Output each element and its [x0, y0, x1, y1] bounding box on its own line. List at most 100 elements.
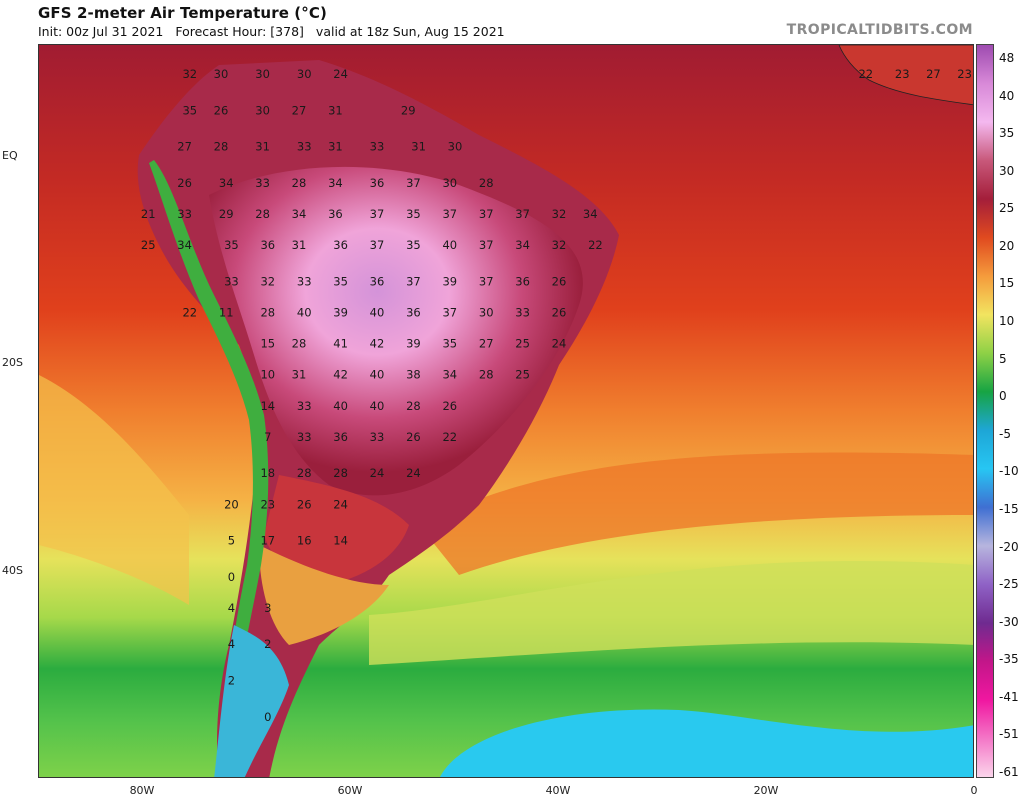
temp-value-label: 31	[411, 140, 426, 154]
colorbar-tick-label: 15	[999, 276, 1015, 291]
temp-value-label: 30	[255, 67, 270, 81]
temp-value-label: 26	[297, 497, 312, 511]
temp-value-label: 24	[552, 337, 567, 351]
temp-value-label: 4	[228, 637, 235, 651]
temp-value-label: 2	[228, 674, 235, 688]
forecast-hour: Forecast Hour: [378]	[175, 24, 304, 39]
lat-label: EQ	[2, 148, 18, 162]
temp-value-label: 11	[219, 306, 234, 320]
lon-label: 0	[970, 784, 978, 797]
temp-value-label: 37	[515, 207, 530, 221]
temp-value-label: 24	[333, 497, 348, 511]
temp-value-label: 29	[219, 207, 234, 221]
temp-value-label: 35	[442, 337, 457, 351]
africa-coast	[838, 45, 973, 106]
colorbar-tick-label: -10	[999, 464, 1019, 479]
temp-value-label: 31	[328, 103, 343, 117]
colorbar-tick-label: 40	[999, 88, 1015, 103]
colorbar-tick-label: 25	[999, 201, 1015, 216]
temp-value-label: 28	[333, 466, 348, 480]
temp-value-label: 24	[406, 466, 421, 480]
temp-value-label: 30	[214, 67, 229, 81]
temp-value-label: 39	[333, 306, 348, 320]
temp-value-label: 40	[333, 399, 348, 413]
temp-value-label: 30	[479, 306, 494, 320]
temp-value-label: 35	[333, 274, 348, 288]
temp-value-label: 25	[515, 337, 530, 351]
temp-value-label: 26	[552, 274, 567, 288]
temp-value-label: 34	[219, 176, 234, 190]
temp-value-label: 23	[260, 497, 275, 511]
temp-value-label: 36	[370, 176, 385, 190]
temp-value-label: 27	[479, 337, 494, 351]
temp-value-label: 32	[552, 207, 567, 221]
temp-value-label: 15	[260, 337, 275, 351]
temp-value-label: 36	[406, 306, 421, 320]
colorbar-tick-label: -20	[999, 539, 1019, 554]
lat-label: 40S	[2, 563, 23, 577]
map-title: GFS 2-meter Air Temperature (°C)	[38, 4, 327, 22]
temp-value-label: 37	[442, 306, 457, 320]
temp-value-label: 37	[370, 238, 385, 252]
temp-value-label: 35	[182, 103, 197, 117]
temp-value-label: 7	[264, 430, 271, 444]
temp-value-label: 26	[442, 399, 457, 413]
temp-value-label: 37	[479, 274, 494, 288]
temp-value-label: 33	[297, 399, 312, 413]
temp-value-label: 37	[479, 238, 494, 252]
temp-value-label: 5	[228, 534, 235, 548]
brand-watermark: TROPICALTIDBITS.COM	[786, 22, 973, 38]
temp-value-label: 35	[406, 238, 421, 252]
valid-time: valid at 18z Sun, Aug 15 2021	[315, 24, 505, 39]
init-time: Init: 00z Jul 31 2021	[38, 24, 164, 39]
temp-value-label: 37	[370, 207, 385, 221]
colorbar-tick-label: -41	[999, 689, 1019, 704]
colorbar-tick-label: -61	[999, 765, 1019, 779]
temp-value-label: 28	[292, 337, 307, 351]
temp-value-label: 32	[182, 67, 197, 81]
temp-value-label: 33	[297, 274, 312, 288]
temp-value-label: 31	[292, 368, 307, 382]
colorbar-tick-label: 30	[999, 163, 1015, 178]
temp-value-label: 35	[406, 207, 421, 221]
temp-value-label: 36	[370, 274, 385, 288]
colorbar-tick-label: 20	[999, 238, 1015, 253]
colorbar-tick-label: -5	[999, 426, 1011, 441]
temp-value-label: 27	[177, 140, 192, 154]
colorbar-tick-label: 48	[999, 51, 1015, 65]
temp-value-label: 36	[333, 430, 348, 444]
temp-value-label: 37	[442, 207, 457, 221]
temp-value-label: 37	[406, 176, 421, 190]
atlantic-cool-band	[369, 561, 973, 665]
temp-value-label: 28	[297, 466, 312, 480]
colorbar	[976, 44, 994, 778]
temp-value-label: 28	[292, 176, 307, 190]
lon-label: 60W	[337, 784, 363, 797]
temp-value-label: 23	[957, 67, 972, 81]
temp-value-label: 28	[255, 207, 270, 221]
temp-value-label: 35	[224, 238, 239, 252]
temp-value-label: 2	[264, 637, 271, 651]
temp-value-label: 31	[292, 238, 307, 252]
temp-value-label: 30	[448, 140, 463, 154]
temp-value-label: 37	[406, 274, 421, 288]
temp-value-label: 34	[328, 176, 343, 190]
temp-value-label: 33	[515, 306, 530, 320]
temp-value-label: 40	[297, 306, 312, 320]
temp-value-label: 36	[333, 238, 348, 252]
temp-value-label: 26	[552, 306, 567, 320]
temp-value-label: 26	[406, 430, 421, 444]
temp-value-label: 36	[515, 274, 530, 288]
temp-value-label: 34	[583, 207, 598, 221]
temp-value-label: 20	[224, 497, 239, 511]
temp-value-label: 25	[141, 238, 156, 252]
temp-value-label: 22	[588, 238, 603, 252]
temp-value-label: 33	[297, 140, 312, 154]
temp-value-label: 14	[333, 534, 348, 548]
temp-value-label: 32	[260, 274, 275, 288]
colorbar-tick-label: -25	[999, 577, 1019, 592]
temp-value-label: 34	[515, 238, 530, 252]
temp-value-label: 40	[370, 368, 385, 382]
temp-value-label: 0	[228, 570, 235, 584]
temp-value-label: 24	[333, 67, 348, 81]
